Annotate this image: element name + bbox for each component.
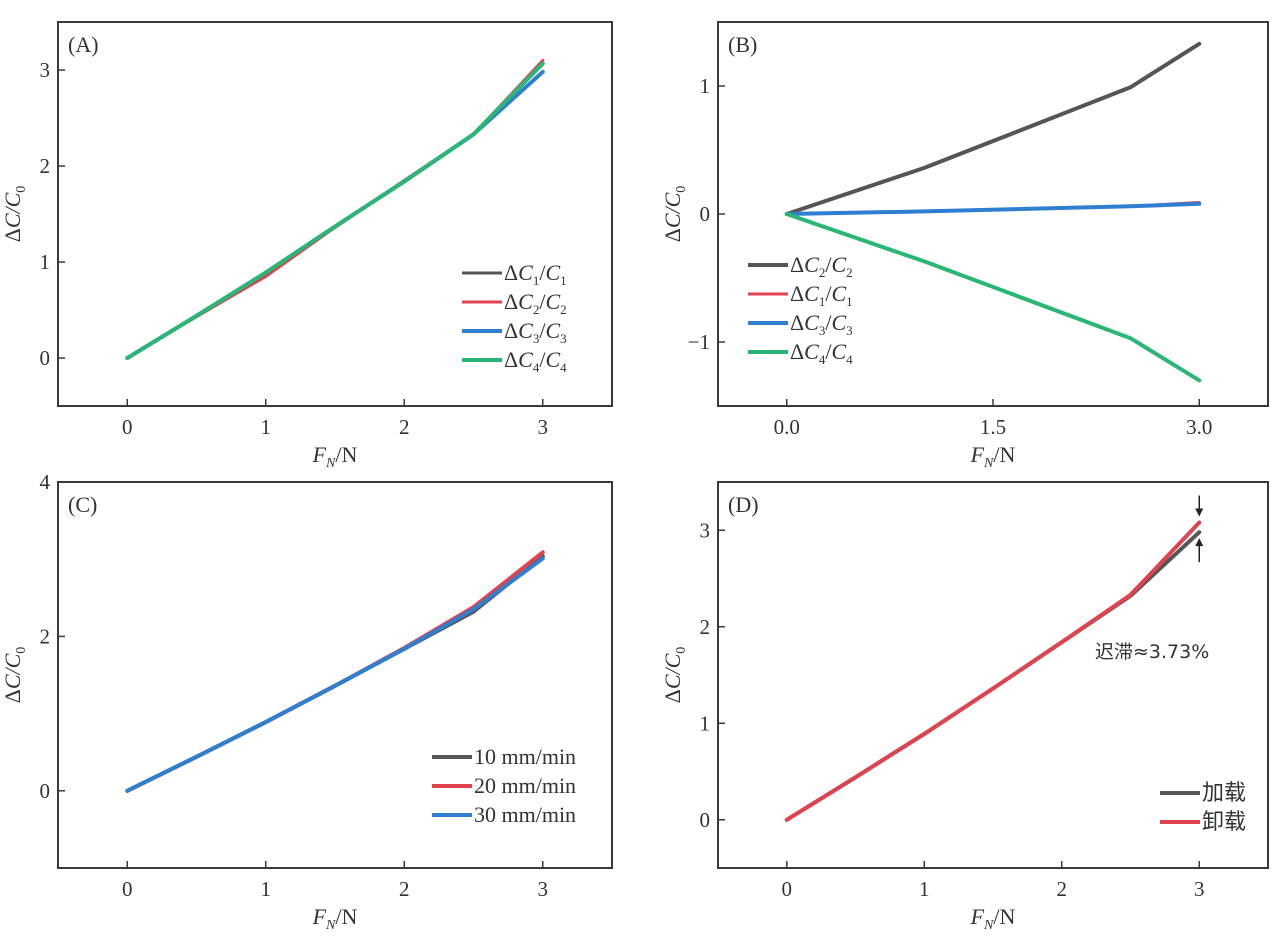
legend-entry: ΔC3/C3 — [504, 318, 567, 346]
y-tick-label: 2 — [700, 615, 711, 639]
x-tick-label: 1 — [261, 415, 272, 439]
x-tick-label: 2 — [399, 415, 410, 439]
y-tick-label: 1 — [700, 711, 711, 735]
panel-label: (A) — [68, 32, 99, 57]
series-line-2 — [784, 520, 1202, 822]
x-axis-label: FN/N — [970, 904, 1016, 933]
series-line-4 — [784, 212, 1202, 383]
x-axis-label: FN/N — [312, 904, 358, 933]
x-tick-label: 3.0 — [1186, 415, 1212, 439]
x-tick-label: 0 — [782, 877, 793, 901]
legend-entry: ΔC1/C1 — [504, 260, 567, 288]
x-tick-label: 3 — [1194, 877, 1205, 901]
plot-frame — [717, 481, 1269, 869]
y-tick-label: 2 — [40, 154, 51, 178]
y-tick-label: 3 — [700, 518, 711, 542]
arrow-up-icon — [1195, 538, 1204, 563]
y-tick-label: 0 — [40, 346, 51, 370]
legend-entry: ΔC4/C4 — [790, 339, 853, 367]
series-line-3 — [125, 69, 545, 360]
x-tick-label: 0 — [122, 415, 133, 439]
series-line-3 — [784, 201, 1202, 216]
y-axis-label: ΔC/C0 — [660, 186, 689, 243]
plot-frame — [57, 21, 613, 407]
panel-a: 0 1 2 3 0 1 2 3 FN/N ΔC/C0 (A) ΔC1/C1ΔC2/C2ΔC3/C3ΔC… — [0, 21, 613, 471]
y-tick-label: 3 — [40, 58, 51, 82]
x-tick-label: 3 — [538, 415, 549, 439]
y-axis-label: ΔC/C0 — [0, 647, 29, 704]
legend-entry: 30 mm/min — [474, 802, 576, 827]
hysteresis-annotation: 迟滞≈3.73% — [1095, 641, 1209, 663]
arrow-down-icon — [1195, 495, 1204, 517]
y-tick-label: 1 — [40, 250, 51, 274]
panel-c: 0 1 2 3 0 2 4 FN/N ΔC/C0 (C) 10 mm/min 20 mm/min 30 … — [0, 470, 613, 933]
y-tick-label: 0 — [700, 808, 711, 832]
legend-entry: 20 mm/min — [474, 773, 576, 798]
x-tick-label: 0 — [122, 877, 133, 901]
y-tick-label: −1 — [688, 330, 710, 354]
legend-entry: ΔC4/C4 — [504, 347, 567, 375]
panel-label: (C) — [68, 492, 97, 517]
x-tick-label: 0.0 — [774, 415, 800, 439]
series-line-3 — [125, 556, 545, 793]
legend-entry: 卸载 — [1202, 810, 1246, 835]
panel-label: (B) — [728, 32, 757, 57]
y-tick-label: 1 — [700, 74, 711, 98]
series-line-1 — [125, 62, 545, 360]
x-tick-label: 2 — [399, 877, 410, 901]
legend-entry: ΔC3/C3 — [790, 310, 853, 338]
x-tick-label: 1 — [261, 877, 272, 901]
series-line-2 — [125, 58, 545, 360]
y-tick-label: 2 — [40, 624, 51, 648]
legend-entry: 加载 — [1202, 781, 1246, 806]
series-line-4 — [125, 61, 545, 360]
legend: 10 mm/min 20 mm/min 30 mm/min — [432, 744, 576, 827]
y-axis-label: ΔC/C0 — [0, 186, 29, 243]
x-tick-label: 1 — [919, 877, 930, 901]
legend-entry: ΔC2/C2 — [504, 289, 567, 317]
y-tick-label: 0 — [700, 202, 711, 226]
legend-entry: ΔC1/C1 — [790, 281, 853, 309]
series-line-1 — [784, 530, 1202, 822]
legend-entry: 10 mm/min — [474, 744, 576, 769]
x-tick-label: 3 — [538, 877, 549, 901]
y-axis-label: ΔC/C0 — [660, 647, 689, 704]
panel-label: (D) — [728, 492, 759, 517]
plot-frame — [57, 481, 613, 869]
y-tick-label: 0 — [40, 779, 51, 803]
x-axis-label: FN/N — [312, 442, 358, 471]
series-line-1 — [784, 41, 1202, 216]
legend-entry: ΔC2/C2 — [790, 252, 853, 280]
panel-b: 0.0 1.5 3.0 −1 0 1 FN/N ΔC/C0 (B) ΔC2/C2ΔC1/C1ΔC3… — [660, 21, 1269, 471]
x-tick-label: 2 — [1057, 877, 1068, 901]
y-tick-label: 4 — [40, 470, 51, 494]
x-axis-label: FN/N — [970, 442, 1016, 471]
x-tick-label: 1.5 — [980, 415, 1006, 439]
